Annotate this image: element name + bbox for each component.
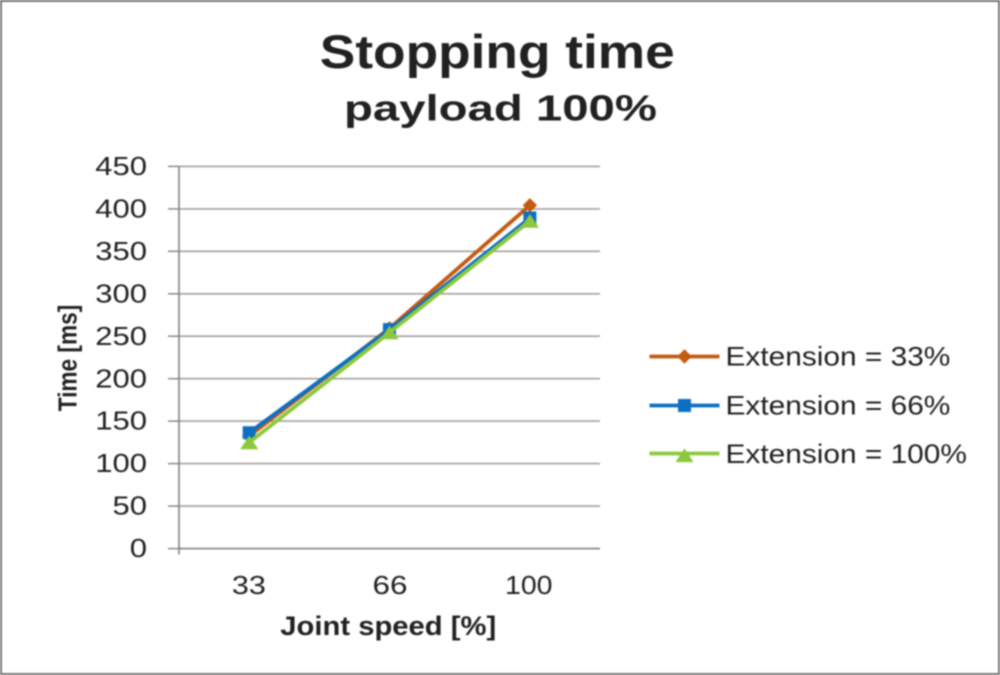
svg-text:33: 33 <box>232 571 266 600</box>
svg-text:Stopping time: Stopping time <box>320 26 675 78</box>
svg-text:250: 250 <box>95 322 147 351</box>
svg-text:0: 0 <box>130 535 147 564</box>
svg-text:Extension = 66%: Extension = 66% <box>726 391 951 421</box>
svg-text:350: 350 <box>95 237 147 266</box>
svg-text:payload 100%: payload 100% <box>344 88 657 128</box>
svg-text:Extension = 33%: Extension = 33% <box>726 342 951 372</box>
svg-text:300: 300 <box>95 280 147 309</box>
svg-text:400: 400 <box>95 195 147 224</box>
svg-text:Extension = 100%: Extension = 100% <box>726 439 967 469</box>
svg-text:450: 450 <box>95 152 147 181</box>
svg-text:100: 100 <box>505 570 552 600</box>
svg-text:200: 200 <box>95 365 147 394</box>
svg-text:66: 66 <box>373 572 408 601</box>
svg-text:100: 100 <box>95 449 147 478</box>
svg-text:Time [ms]: Time [ms] <box>54 305 83 412</box>
svg-text:Joint speed [%]: Joint speed [%] <box>280 611 496 641</box>
svg-text:50: 50 <box>113 492 147 521</box>
svg-text:150: 150 <box>95 407 147 436</box>
